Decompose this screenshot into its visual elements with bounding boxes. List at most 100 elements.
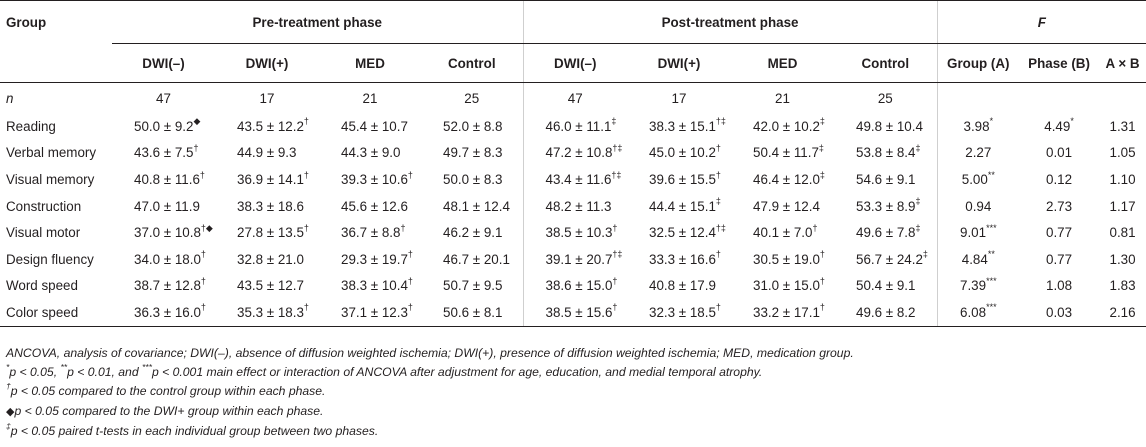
value-cell: 37.0 ± 10.8†◆: [134, 222, 213, 241]
value-cell: 52.0 ± 8.8: [443, 118, 503, 134]
col-header: DWI(+): [215, 43, 319, 83]
n-value: 17: [259, 90, 275, 106]
significance-mark: †: [819, 302, 825, 313]
f-cell: 2.73: [1046, 198, 1073, 214]
col-header: DWI(+): [627, 43, 731, 83]
value-cell: 38.7 ± 12.8†: [134, 275, 206, 294]
value-cell: 49.7 ± 8.3: [443, 145, 503, 161]
header-row-2: DWI(–) DWI(+) MED Control DWI(–) DWI(+) …: [0, 43, 1146, 83]
n-value: 21: [775, 90, 790, 106]
f-cell: 1.30: [1109, 251, 1136, 267]
table-row: Construction 47.0 ± 11.9 38.3 ± 18.6 45.6 ±…: [0, 192, 1146, 220]
value-cell: 32.5 ± 12.4†‡: [649, 222, 726, 241]
value-cell: 50.4 ± 11.7‡: [753, 142, 824, 161]
table-row: Verbal memory 43.6 ± 7.5† 44.9 ± 9.3 44.3 ±…: [0, 139, 1146, 167]
n-label: n: [6, 90, 14, 106]
significance-mark: †: [715, 249, 721, 260]
f-cell: 0.94: [936, 192, 1020, 220]
significance-mark: †: [407, 249, 413, 260]
value-cell: 39.6 ± 15.5†: [649, 169, 721, 187]
significance-mark: *: [1070, 116, 1074, 127]
value-cell: 36.9 ± 14.1†: [237, 169, 309, 187]
n-value: 25: [877, 90, 893, 106]
value-cell: 50.6 ± 8.1: [421, 299, 523, 327]
significance-mark: †: [199, 169, 205, 180]
empty-cell: [936, 82, 1020, 113]
significance-mark: **: [987, 169, 995, 180]
value-cell: 49.6 ± 7.8‡: [856, 222, 921, 241]
f-cell: 5.00**: [936, 166, 1020, 193]
table-row: Word speed 38.7 ± 12.8† 43.5 ± 12.7 38.3 ± …: [0, 272, 1146, 300]
value-cell: 46.0 ± 11.1‡: [522, 113, 627, 140]
f-cell: 1.05: [1109, 145, 1136, 161]
col-header: DWI(–): [112, 43, 215, 83]
table-row: Reading 50.0 ± 9.2◆ 43.5 ± 12.2† 45.4 ± 10.…: [0, 113, 1146, 140]
results-table: Group Pre-treatment phase Post-treatment…: [0, 0, 1146, 327]
value-cell: 47.0 ± 11.9: [134, 198, 200, 214]
significance-mark: †: [303, 302, 309, 313]
f-cell: 0.01: [1046, 145, 1073, 161]
value-cell: 35.3 ± 18.3†: [215, 299, 319, 327]
value-cell: 50.4 ± 9.1: [856, 278, 916, 294]
n-value: 21: [362, 90, 378, 106]
double-dagger-symbol: ‡: [6, 420, 11, 431]
value-cell: 54.6 ± 9.1: [856, 171, 916, 187]
value-cell: 38.3 ± 15.1†‡: [649, 116, 726, 134]
f-cell: 4.84**: [936, 245, 1020, 273]
f-cell: 6.08***: [936, 299, 1020, 327]
value-cell: 32.8 ± 21.0: [237, 251, 304, 267]
n-value: 25: [464, 90, 480, 106]
significance-mark: †‡: [715, 116, 726, 127]
table-row: Color speed 36.3 ± 16.0† 35.3 ± 18.3† 37.1 …: [0, 299, 1146, 327]
significance-mark: †‡: [612, 249, 623, 260]
significance-mark: †: [193, 142, 199, 153]
dagger-symbol: †: [6, 381, 11, 392]
value-cell: 46.2 ± 9.1: [443, 225, 503, 241]
significance-mark: †: [303, 169, 309, 180]
significance-mark: ***: [986, 275, 997, 286]
significance-mark: **: [987, 249, 995, 260]
col-header: MED: [731, 43, 834, 83]
significance-mark: †: [715, 302, 721, 313]
col-header: A × B: [1099, 43, 1146, 83]
value-cell: 46.4 ± 12.0‡: [753, 169, 825, 187]
value-cell: 46.7 ± 20.1: [443, 251, 510, 267]
value-cell: 27.8 ± 13.5†: [237, 222, 309, 241]
significance-mark: ‡: [915, 142, 921, 153]
f-cell: 1.31: [1109, 118, 1136, 134]
value-cell: 44.4 ± 15.1‡: [649, 196, 721, 214]
col-header: MED: [319, 43, 421, 83]
value-cell: 33.2 ± 17.1†: [731, 299, 834, 327]
row-label: Color speed: [0, 299, 112, 327]
col-header: Control: [421, 43, 523, 83]
significance-mark: *: [989, 116, 994, 127]
significance-mark: ‡: [819, 169, 825, 180]
row-label: Construction: [6, 198, 82, 214]
value-cell: 30.5 ± 19.0†: [753, 249, 825, 267]
significance-mark: †: [407, 302, 413, 313]
diamond-icon: ◆: [6, 405, 15, 418]
row-label: Visual motor: [6, 225, 81, 241]
value-cell: 38.5 ± 15.6†: [522, 299, 627, 327]
value-cell: 29.3 ± 19.7†: [341, 249, 413, 267]
row-label: Verbal memory: [6, 145, 97, 161]
significance-mark: ***: [986, 302, 997, 313]
note-diamond: ◆p < 0.05 compared to the DWI+ group wit…: [6, 403, 324, 418]
significance-mark: ◆: [193, 116, 201, 127]
value-cell: 37.1 ± 12.3†: [319, 299, 421, 327]
significance-mark: †: [612, 275, 618, 286]
value-cell: 42.0 ± 10.2‡: [753, 116, 825, 134]
significance-mark: †: [200, 249, 206, 260]
f-cell: 7.39***: [936, 272, 1020, 300]
f-cell: 1.17: [1109, 198, 1136, 214]
value-cell: 40.1 ± 7.0†: [753, 222, 818, 241]
note-abbreviations: ANCOVA, analysis of covariance; DWI(–), …: [6, 346, 854, 360]
value-cell: 53.8 ± 8.4‡: [856, 142, 921, 161]
significance-mark: †: [612, 222, 618, 233]
value-cell: 49.6 ± 8.2: [834, 299, 938, 327]
significance-mark: ‡: [819, 116, 825, 127]
row-label: Design fluency: [6, 251, 94, 267]
note-dagger: †p < 0.05 compared to the control group …: [6, 381, 326, 399]
value-cell: 48.1 ± 12.4: [443, 198, 510, 214]
